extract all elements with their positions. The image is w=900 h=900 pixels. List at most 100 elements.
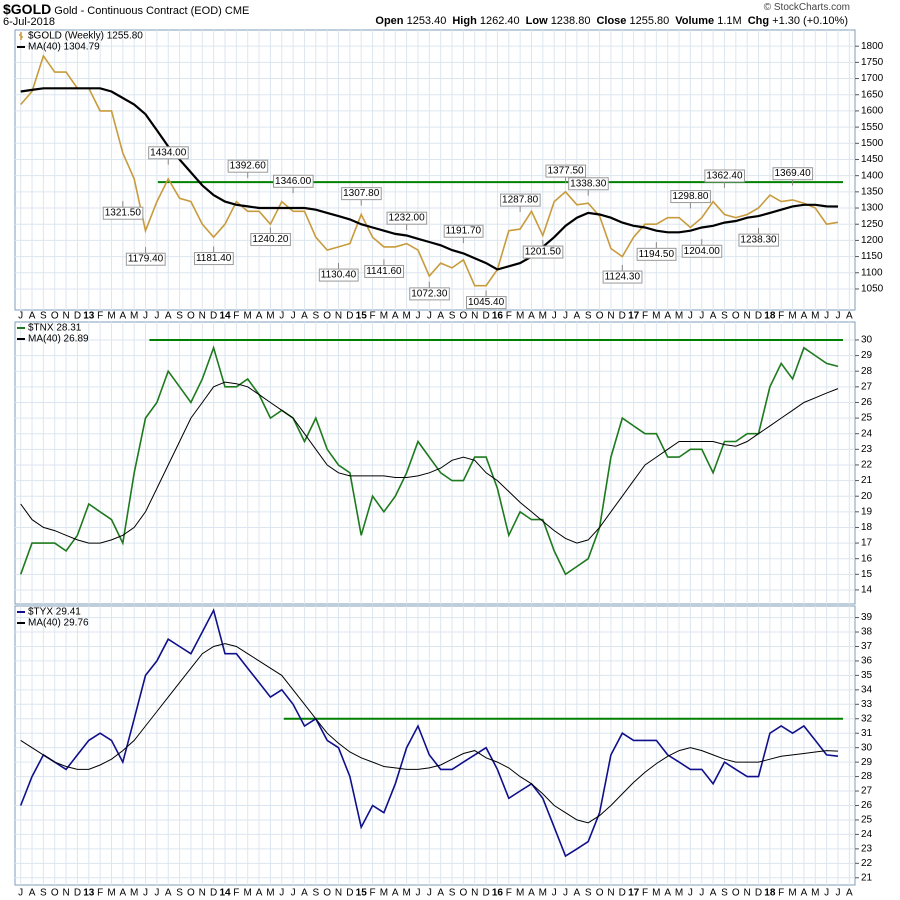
x-tick-label: F (97, 888, 103, 899)
quote-label: Open (375, 15, 404, 27)
description: Gold - Continuous Contract (EOD) (54, 5, 222, 17)
x-tick-label: F (506, 888, 512, 899)
annotation-label: 1191.70 (446, 226, 482, 237)
x-tick-label: A (29, 888, 36, 899)
x-tick-label: M (380, 311, 388, 322)
y-tick-label: 1700 (861, 73, 884, 84)
x-tick-label: D (482, 311, 489, 322)
x-tick-label: M (130, 888, 138, 899)
x-tick-label: 15 (356, 311, 368, 322)
x-tick-label: J (552, 311, 557, 322)
y-tick-label: 1400 (861, 170, 884, 181)
x-tick-label: J (688, 888, 693, 899)
x-tick-label: O (596, 888, 604, 899)
x-tick-label: M (516, 888, 524, 899)
x-tick-label: D (210, 311, 217, 322)
y-tick-label: 22 (861, 858, 873, 869)
x-tick-label: A (801, 311, 808, 322)
annotation-box (227, 159, 269, 173)
x-tick-label: 13 (83, 311, 95, 322)
annotation-label: 1346.00 (275, 176, 312, 187)
x-tick-label: J (415, 888, 420, 899)
x-tick-label: A (165, 888, 172, 899)
y-tick-label: 27 (861, 786, 873, 797)
x-tick-label: J (279, 311, 284, 322)
x-tick-label: F (233, 311, 239, 322)
annotation-box (273, 174, 314, 188)
copyright[interactable]: © StockCharts.com (763, 2, 850, 13)
y-tick-label: 18 (861, 522, 873, 533)
x-tick-label: A (437, 888, 444, 899)
annotation-label: 1392.60 (230, 161, 267, 172)
quote-value: +1.30 (+0.10%) (772, 15, 848, 27)
x-tick-label: N (471, 888, 478, 899)
annotation-label: 1377.50 (547, 166, 584, 177)
x-tick-label: S (449, 888, 456, 899)
legend-label: MA(40) 1304.79 (28, 42, 100, 53)
x-tick-label: J (279, 888, 284, 899)
x-tick-label: A (256, 311, 263, 322)
x-tick-label: J (824, 311, 829, 322)
annotation-label: 1238.30 (740, 235, 777, 246)
x-tick-label: 13 (83, 888, 95, 899)
annotation-box (681, 244, 723, 258)
quote-label: High (452, 15, 477, 27)
x-tick-label: J (291, 888, 296, 899)
y-tick-label: 23 (861, 444, 873, 455)
y-tick-label: 15 (861, 569, 873, 580)
y-tick-label: 38 (861, 627, 873, 638)
x-tick-label: S (449, 311, 456, 322)
x-tick-label: A (120, 311, 127, 322)
x-tick-label: D (755, 311, 762, 322)
x-tick-label: N (199, 888, 206, 899)
y-tick-label: 1350 (861, 186, 884, 197)
y-tick-label: 21 (861, 872, 873, 883)
annotation-box (364, 264, 405, 278)
x-tick-label: M (811, 311, 819, 322)
annotation-box (341, 187, 382, 201)
y-tick-label: 36 (861, 656, 873, 667)
header: $GOLD Gold - Continuous Contract (EOD) C… (0, 0, 900, 30)
y-tick-label: 39 (861, 612, 873, 623)
x-tick-label: M (811, 888, 819, 899)
x-tick-label: J (835, 311, 840, 322)
annotation-box (522, 245, 564, 259)
x-tick-label: S (721, 888, 728, 899)
y-tick-label: 26 (861, 800, 873, 811)
x-tick-label: A (574, 888, 581, 899)
x-tick-label: N (744, 888, 751, 899)
y-tick-label: 1750 (861, 57, 884, 68)
quote-label: Low (525, 15, 548, 27)
annotation-box (545, 164, 587, 178)
annotation-box (193, 252, 234, 266)
annotation-box (443, 224, 484, 238)
x-tick-label: O (51, 311, 59, 322)
x-tick-label: O (323, 888, 331, 899)
y-tick-label: 1800 (861, 41, 884, 52)
annotation-box (738, 233, 780, 247)
x-tick-label: A (256, 888, 263, 899)
y-tick-label: 30 (861, 742, 873, 753)
plot-area (14, 605, 856, 886)
y-tick-label: 1500 (861, 138, 884, 149)
x-tick-label: S (312, 888, 319, 899)
y-tick-label: 29 (861, 757, 873, 768)
x-tick-label: F (778, 311, 784, 322)
x-tick-label: A (437, 311, 444, 322)
y-tick-label: 27 (861, 381, 873, 392)
annotation-label: 1434.00 (150, 147, 187, 158)
series-line (20, 87, 839, 271)
y-tick-label: 30 (861, 335, 873, 346)
y-tick-label: 1150 (861, 251, 883, 262)
x-tick-label: N (471, 311, 478, 322)
y-tick-label: 31 (861, 728, 873, 739)
x-tick-label: A (528, 888, 535, 899)
x-tick-label: M (675, 888, 683, 899)
x-tick-label: S (176, 888, 183, 899)
x-tick-label: M (516, 311, 524, 322)
x-tick-label: O (732, 888, 740, 899)
x-tick-label: N (744, 311, 751, 322)
x-tick-label: J (699, 888, 704, 899)
annotation-box (636, 247, 677, 261)
legend-label: $TYX 29.41 (28, 607, 81, 618)
